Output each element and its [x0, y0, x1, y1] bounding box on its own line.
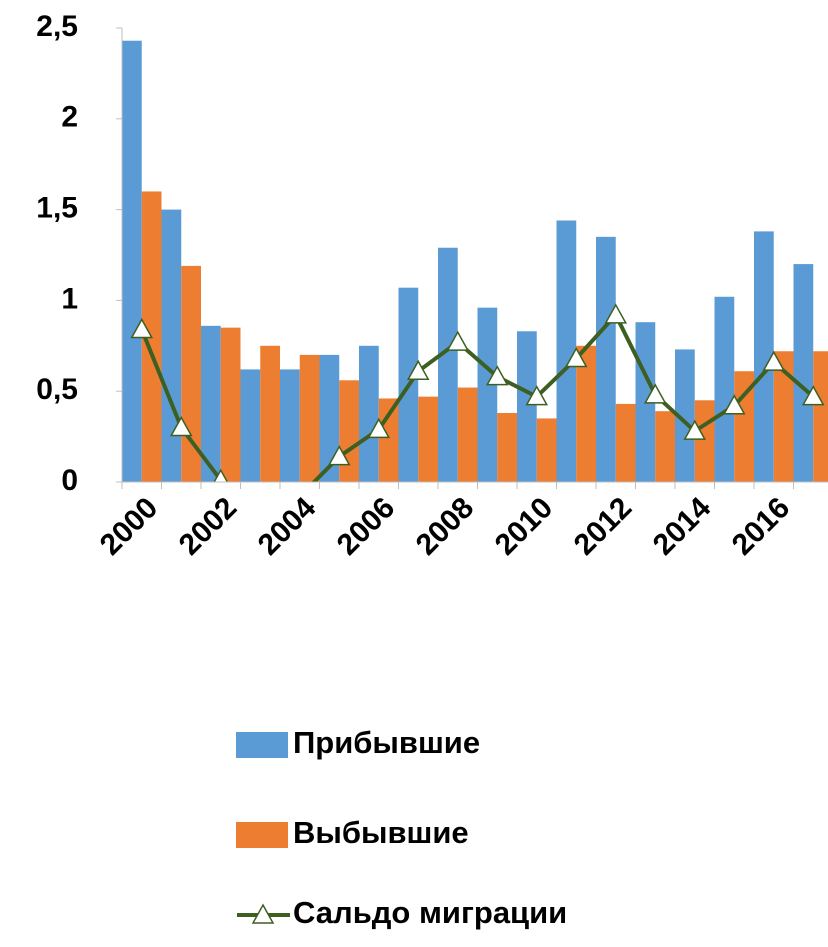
- marker: [722, 394, 746, 415]
- marker: [169, 415, 193, 437]
- marker: [801, 385, 825, 406]
- marker: [367, 417, 391, 439]
- marker: [643, 383, 667, 404]
- marker: [406, 359, 430, 380]
- x-tick-label: 2012: [568, 491, 639, 562]
- y-tick-label: 1,5: [36, 192, 78, 225]
- bar: [497, 412, 517, 482]
- x-tick-label: 2010: [489, 491, 560, 562]
- bar: [378, 398, 399, 482]
- legend-label: Выбывшие: [293, 815, 469, 850]
- bar: [240, 369, 261, 482]
- bar: [556, 220, 577, 482]
- marker: [250, 496, 270, 514]
- legend-swatch: [236, 822, 288, 848]
- bar: [517, 331, 537, 482]
- bar: [773, 351, 794, 482]
- bar: [457, 387, 478, 482]
- legend-swatch: [236, 732, 288, 758]
- bar: [754, 231, 774, 482]
- x-tick-label: 2008: [410, 491, 481, 562]
- bar: [220, 327, 241, 482]
- legend-label: Прибывшие: [293, 725, 480, 760]
- bar: [260, 345, 280, 482]
- bar: [161, 209, 182, 482]
- plot-area: [122, 40, 828, 514]
- marker: [525, 385, 549, 406]
- bar: [536, 418, 557, 482]
- marker: [604, 303, 628, 324]
- bar: [280, 369, 300, 482]
- bar: [675, 349, 695, 482]
- x-tick-label: 2000: [94, 491, 165, 562]
- marker: [762, 350, 786, 371]
- bar: [615, 403, 636, 482]
- bar: [477, 307, 498, 482]
- bar: [299, 354, 320, 482]
- y-tick-label: 0,5: [36, 373, 78, 406]
- bar: [438, 247, 458, 482]
- bar: [793, 264, 814, 482]
- bar: [694, 400, 715, 482]
- x-tick-label: 2004: [252, 491, 323, 562]
- bar: [359, 345, 379, 482]
- bar: [122, 40, 142, 482]
- marker: [213, 468, 229, 482]
- y-tick-label: 2,5: [36, 10, 78, 43]
- bar: [339, 380, 359, 482]
- marker: [683, 419, 707, 440]
- bar: [655, 411, 675, 482]
- bar: [418, 396, 438, 482]
- marker: [564, 346, 588, 368]
- y-tick-label: 0: [61, 464, 78, 497]
- bar: [201, 325, 221, 482]
- legend-marker: [251, 903, 275, 924]
- bar: [576, 345, 596, 482]
- y-tick-label: 1: [61, 282, 78, 315]
- x-tick-label: 2006: [331, 491, 402, 562]
- legend-label: Сальдо миграции: [293, 895, 567, 930]
- x-tick-label: 2016: [726, 491, 797, 562]
- bar: [813, 351, 828, 482]
- marker: [130, 317, 154, 339]
- bar: [319, 354, 340, 482]
- line: [139, 311, 815, 482]
- marker: [446, 330, 470, 351]
- bar: [596, 236, 616, 482]
- marker: [327, 445, 351, 466]
- y-tick-label: 2: [61, 101, 78, 134]
- marker: [485, 365, 509, 386]
- bar: [714, 296, 735, 482]
- x-tick-label: 2002: [173, 491, 244, 562]
- x-tick-label: 2014: [647, 491, 718, 562]
